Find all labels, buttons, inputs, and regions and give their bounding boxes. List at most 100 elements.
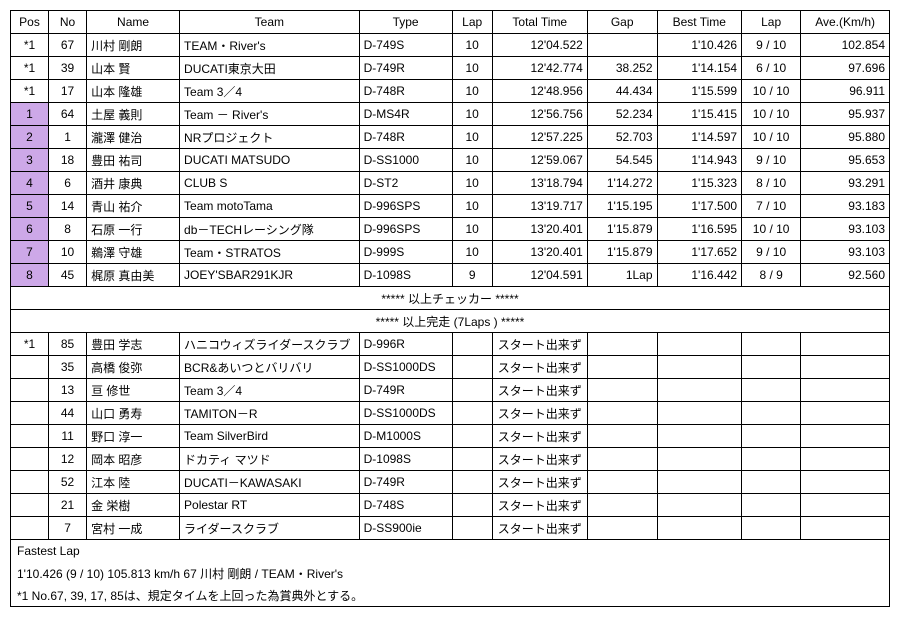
- cell: 8: [49, 218, 87, 241]
- cell: 9 / 10: [742, 241, 801, 264]
- cell: スタート出来ず: [492, 333, 587, 356]
- table-row: 845梶原 真由美JOEY'SBAR291KJRD-1098S912'04.59…: [11, 264, 890, 287]
- cell: 1'14.272: [587, 172, 657, 195]
- cell: D-1098S: [359, 264, 452, 287]
- cell: 9: [452, 264, 492, 287]
- cell: D-996R: [359, 333, 452, 356]
- cell: [657, 356, 742, 379]
- cell: [657, 517, 742, 540]
- cell: 10 / 10: [742, 80, 801, 103]
- cell: 4: [11, 172, 49, 195]
- cell: スタート出来ず: [492, 517, 587, 540]
- cell: [587, 517, 657, 540]
- cell: 1'16.595: [657, 218, 742, 241]
- cell: D-999S: [359, 241, 452, 264]
- col-header: Name: [87, 11, 180, 34]
- cell: [587, 333, 657, 356]
- cell: 54.545: [587, 149, 657, 172]
- cell: 35: [49, 356, 87, 379]
- cell: 江本 陸: [87, 471, 180, 494]
- table-row: *185豊田 学志ハニコウィズライダースクラブD-996Rスタート出来ず: [11, 333, 890, 356]
- cell: ライダースクラブ: [180, 517, 360, 540]
- banner-row: ***** 以上完走 (7Laps ) *****: [11, 310, 890, 333]
- cell: 1'17.652: [657, 241, 742, 264]
- cell: 95.653: [801, 149, 890, 172]
- cell: 1'17.500: [657, 195, 742, 218]
- cell: D-748R: [359, 126, 452, 149]
- cell: 64: [49, 103, 87, 126]
- footer-line: Fastest Lap: [11, 540, 890, 563]
- cell: 10: [452, 103, 492, 126]
- table-row: 52江本 陸DUCATI－KAWASAKID-749Rスタート出来ず: [11, 471, 890, 494]
- table-row: 13亘 修世Team 3／4D-749Rスタート出来ず: [11, 379, 890, 402]
- cell: 92.560: [801, 264, 890, 287]
- col-header: No: [49, 11, 87, 34]
- cell: 7: [49, 517, 87, 540]
- cell: 13'20.401: [492, 241, 587, 264]
- footer-line: *1 No.67, 39, 17, 85は、規定タイムを上回った為賞典外とする。: [11, 584, 890, 607]
- cell: [801, 494, 890, 517]
- cell: 7 / 10: [742, 195, 801, 218]
- table-row: 21金 栄樹Polestar RTD-748Sスタート出来ず: [11, 494, 890, 517]
- cell: [452, 494, 492, 517]
- table-row: 11野口 淳一Team SilverBirdD-M1000Sスタート出来ず: [11, 425, 890, 448]
- cell: 67: [49, 34, 87, 57]
- cell: [452, 425, 492, 448]
- cell: D-SS900ie: [359, 517, 452, 540]
- cell: 6: [11, 218, 49, 241]
- table-row: 7宮村 一成ライダースクラブD-SS900ie スタート出来ず: [11, 517, 890, 540]
- col-header: Lap: [742, 11, 801, 34]
- cell: 102.854: [801, 34, 890, 57]
- cell: [742, 402, 801, 425]
- cell: 10: [452, 218, 492, 241]
- cell: 8 / 10: [742, 172, 801, 195]
- cell: 8: [11, 264, 49, 287]
- footer-line: 1'10.426 (9 / 10) 105.813 km/h 67 川村 剛朗 …: [11, 562, 890, 584]
- cell: 10 / 10: [742, 126, 801, 149]
- col-header: Ave.(Km/h): [801, 11, 890, 34]
- cell: DUCATI－KAWASAKI: [180, 471, 360, 494]
- cell: [587, 356, 657, 379]
- header-row: PosNoNameTeamTypeLapTotal TimeGapBest Ti…: [11, 11, 890, 34]
- cell: 1Lap: [587, 264, 657, 287]
- cell: 13: [49, 379, 87, 402]
- cell: [801, 471, 890, 494]
- cell: 85: [49, 333, 87, 356]
- table-row: 35高橋 俊弥BCR&あいつとバリバリD-SS1000DSスタート出来ず: [11, 356, 890, 379]
- cell: 川村 剛朗: [87, 34, 180, 57]
- cell: D-M1000S: [359, 425, 452, 448]
- cell: [11, 517, 49, 540]
- cell: スタート出来ず: [492, 425, 587, 448]
- cell: [657, 448, 742, 471]
- cell: [657, 379, 742, 402]
- cell: 1'14.597: [657, 126, 742, 149]
- table-row: 46酒井 康典CLUB SD-ST21013'18.7941'14.2721'1…: [11, 172, 890, 195]
- cell: 土屋 義則: [87, 103, 180, 126]
- col-header: Lap: [452, 11, 492, 34]
- cell: [657, 471, 742, 494]
- cell: 10 / 10: [742, 218, 801, 241]
- cell: 12'42.774: [492, 57, 587, 80]
- table-row: 318豊田 祐司DUCATI MATSUDOD-SS10001012'59.06…: [11, 149, 890, 172]
- cell: [742, 448, 801, 471]
- cell: [742, 425, 801, 448]
- cell: [742, 517, 801, 540]
- col-header: Pos: [11, 11, 49, 34]
- table-row: 44山口 勇寿TAMITON－RD-SS1000DSスタート出来ず: [11, 402, 890, 425]
- banner-finish: ***** 以上完走 (7Laps ) *****: [11, 310, 890, 333]
- table-row: 710鵜澤 守雄Team・STRATOSD-999S1013'20.4011'1…: [11, 241, 890, 264]
- cell: 10: [452, 126, 492, 149]
- cell: 1'15.323: [657, 172, 742, 195]
- cell: 2: [11, 126, 49, 149]
- cell: 1'15.415: [657, 103, 742, 126]
- cell: *1: [11, 80, 49, 103]
- cell: Team － River's: [180, 103, 360, 126]
- footer-row: *1 No.67, 39, 17, 85は、規定タイムを上回った為賞典外とする。: [11, 584, 890, 607]
- cell: TAMITON－R: [180, 402, 360, 425]
- cell: [587, 402, 657, 425]
- cell: 宮村 一成: [87, 517, 180, 540]
- cell: db－TECHレーシング隊: [180, 218, 360, 241]
- banner-checker: ***** 以上チェッカー *****: [11, 287, 890, 310]
- cell: Team SilverBird: [180, 425, 360, 448]
- cell: 岡本 昭彦: [87, 448, 180, 471]
